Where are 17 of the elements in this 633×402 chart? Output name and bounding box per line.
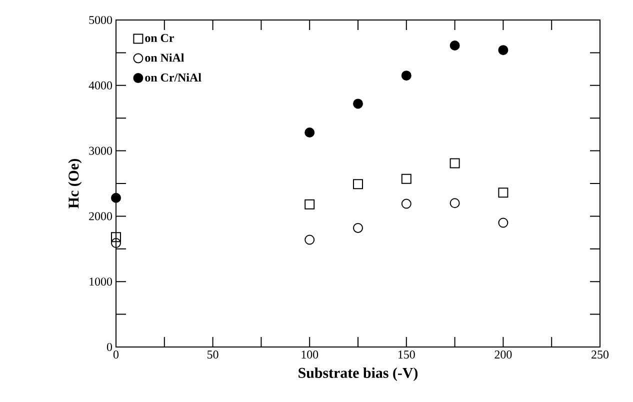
legend-label: on NiAl (145, 53, 184, 62)
x-tick-label: 50 (208, 350, 218, 359)
y-tick-label: 0 (106, 342, 112, 352)
x-tick-label: 150 (398, 350, 415, 359)
y-tick-label: 1000 (90, 278, 112, 286)
y-tick-label: 3000 (89, 146, 112, 155)
x-tick-label: 100 (302, 350, 318, 359)
x-tick-label: 250 (592, 350, 609, 359)
legend-label: on Cr/NiAl (145, 73, 202, 82)
x-axis-title: Substrate bias (-V) (298, 367, 418, 381)
y-tick-label: 2000 (89, 212, 112, 220)
y-tick-label: 5000 (89, 16, 112, 24)
x-tick-label: 200 (494, 350, 512, 359)
y-tick-label: 4000 (88, 81, 112, 90)
x-tick-label: 0 (113, 350, 119, 359)
y-axis-title: Hc (Oe) (68, 159, 82, 208)
legend-label: on Cr (145, 34, 174, 42)
